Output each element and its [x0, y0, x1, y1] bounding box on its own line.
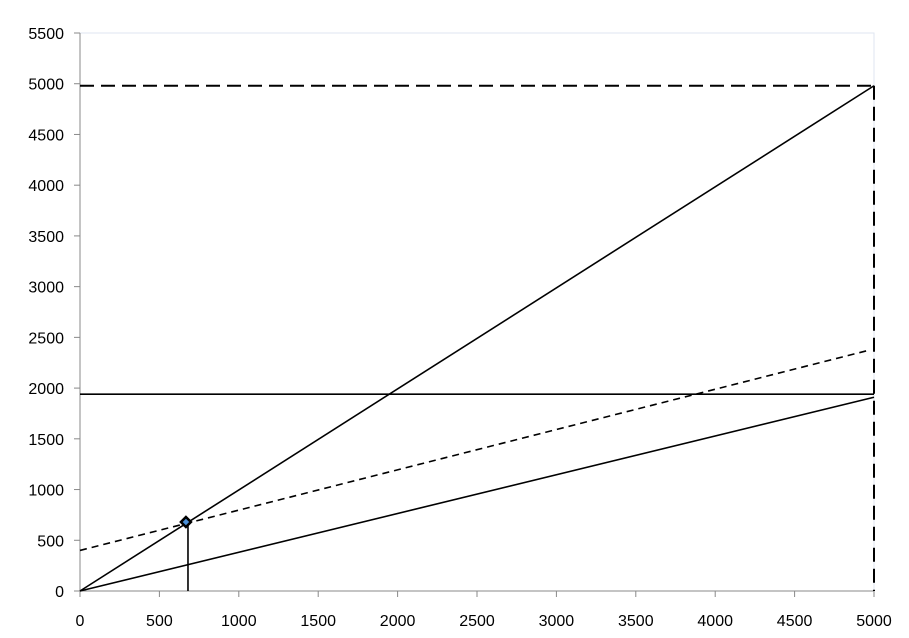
y-tick-label: 1000 — [28, 483, 64, 500]
y-tick-label: 4000 — [28, 178, 64, 195]
x-tick-label: 3000 — [539, 613, 575, 630]
y-tick-label: 5500 — [28, 26, 64, 43]
y-tick-label: 1500 — [28, 432, 64, 449]
x-tick-label: 4000 — [697, 613, 733, 630]
x-tick-label: 5000 — [856, 613, 892, 630]
plot-area — [79, 32, 875, 592]
x-tick-label: 1500 — [300, 613, 336, 630]
x-tick-label: 1000 — [221, 613, 257, 630]
series-line-1 — [79, 85, 875, 592]
x-tick-label: 2500 — [459, 613, 495, 630]
x-tick-label: 2000 — [380, 613, 416, 630]
y-tick-label: 3500 — [28, 229, 64, 246]
y-tick-label: 5000 — [28, 77, 64, 94]
y-tick-label: 500 — [37, 533, 64, 550]
x-tick-label: 0 — [76, 613, 85, 630]
x-tick-label: 3500 — [618, 613, 654, 630]
data-point-marker — [179, 515, 193, 529]
x-tick-label: 4500 — [777, 613, 813, 630]
y-tick-label: 4500 — [28, 127, 64, 144]
y-tick-label: 2000 — [28, 381, 64, 398]
series-line-2 — [79, 396, 875, 592]
y-tick-label: 0 — [55, 584, 64, 601]
y-tick-label: 3000 — [28, 280, 64, 297]
x-tick-label: 500 — [146, 613, 173, 630]
y-tick-label: 2500 — [28, 330, 64, 347]
series-line-4 — [79, 349, 868, 552]
